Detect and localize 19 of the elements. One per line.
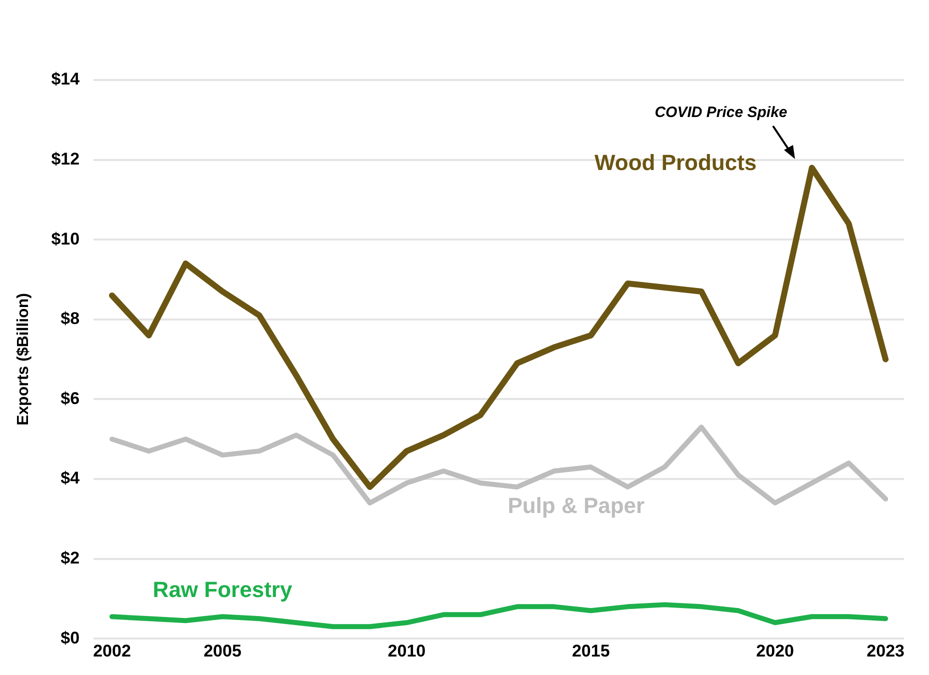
- x-tick-label: 2020: [756, 641, 794, 660]
- annotation: COVID Price Spike: [654, 104, 788, 122]
- y-axis-title: Exports ($Billion): [15, 293, 32, 426]
- y-tick-label: $4: [60, 468, 80, 488]
- text: Wood Products: [594, 150, 757, 175]
- y-tick-label: $8: [60, 309, 80, 328]
- y-tick-label: $0: [60, 628, 80, 648]
- y-tick-label: $2: [60, 548, 80, 568]
- x-tick-label: 2002: [93, 641, 131, 660]
- y-tick-label: $12: [51, 149, 80, 168]
- y-tick-label: $10: [51, 229, 80, 248]
- y-tick-label: $14: [51, 70, 80, 89]
- series-label: Pulp & Paper: [508, 492, 646, 518]
- x-tick-label: 2005: [204, 641, 242, 660]
- x-tick-label: 2023: [866, 641, 904, 660]
- series-label: Raw Forestry: [152, 576, 293, 602]
- x-tick-label: 2010: [388, 641, 426, 660]
- x-tick-label: 2015: [572, 641, 610, 660]
- y-tick-label: $6: [60, 388, 80, 408]
